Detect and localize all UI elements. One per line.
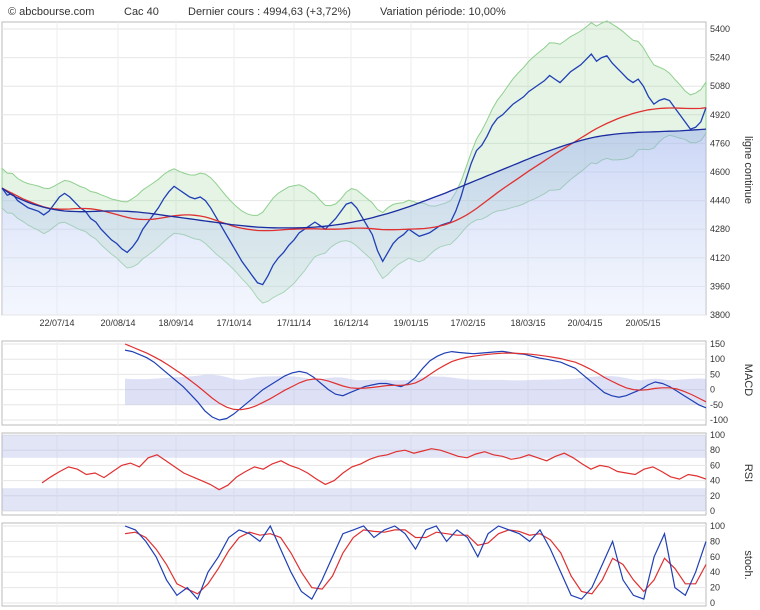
index-name: Cac 40: [124, 6, 159, 18]
y-tick-label: 100: [710, 521, 725, 531]
x-tick-label: 20/05/15: [625, 318, 660, 328]
y-tick-label: 60: [710, 552, 720, 562]
y-tick-label: 0: [710, 385, 715, 395]
series-line-ma_red: [1, 107, 707, 232]
x-tick-label: 22/07/14: [39, 318, 74, 328]
y-tick-label: 50: [710, 369, 720, 379]
y-tick-label: 20: [710, 491, 720, 501]
x-tick-label: 16/12/14: [333, 318, 368, 328]
series-line-close: [1, 52, 707, 286]
y-tick-label: 20: [710, 583, 720, 593]
y-tick-label: 40: [710, 476, 720, 486]
y-tick-label: 4920: [710, 110, 730, 120]
rsi-overbought-zone: [2, 435, 706, 458]
y-tick-label: 3800: [710, 310, 730, 320]
series-line-signal: [124, 343, 707, 411]
y-tick-label: -100: [710, 415, 728, 425]
macd-histogram: [125, 374, 706, 405]
y-tick-label: 150: [710, 339, 725, 349]
source-label: © abcbourse.com: [8, 6, 95, 18]
y-tick-label: 0: [710, 506, 715, 516]
panel-frame-macd: [1, 340, 707, 426]
panel-label-macd: MACD: [742, 364, 754, 396]
series-line-k: [124, 524, 707, 601]
x-tick-label: 17/02/15: [450, 318, 485, 328]
x-tick-label: 17/10/14: [216, 318, 251, 328]
series-line-ma_blue: [1, 128, 707, 229]
y-tick-label: 4760: [710, 138, 730, 148]
y-tick-label: 5400: [710, 24, 730, 34]
y-tick-label: 40: [710, 567, 720, 577]
y-tick-label: 4120: [710, 253, 730, 263]
chart-header: © abcbourse.com Cac 40 Dernier cours : 4…: [0, 0, 760, 22]
x-tick-label: 18/03/15: [510, 318, 545, 328]
y-tick-label: 0: [710, 598, 715, 608]
y-tick-label: 100: [710, 430, 725, 440]
x-tick-label: 17/11/14: [277, 318, 311, 328]
period-variation: Variation période: 10,00%: [380, 6, 506, 18]
y-tick-label: 80: [710, 536, 720, 546]
y-tick-label: 4600: [710, 167, 730, 177]
x-tick-label: 19/01/15: [393, 318, 428, 328]
y-tick-label: 100: [710, 354, 725, 364]
series-line-rsi: [41, 448, 707, 491]
panel-label-price: ligne continue: [742, 136, 754, 204]
x-tick-label: 20/08/14: [100, 318, 135, 328]
y-tick-label: -50: [710, 400, 723, 410]
x-tick-label: 18/09/14: [158, 318, 193, 328]
last-price: Dernier cours : 4994,63 (+3,72%): [188, 6, 351, 18]
panel-frame-rsi: [1, 432, 707, 516]
y-tick-label: 4440: [710, 196, 730, 206]
series-line-macd: [124, 349, 707, 421]
y-tick-label: 5240: [710, 53, 730, 63]
y-tick-label: 4280: [710, 224, 730, 234]
panel-label-rsi: RSI: [742, 464, 754, 482]
panel-label-stoch: stoch.: [742, 550, 754, 579]
y-tick-label: 60: [710, 460, 720, 470]
series-line-d: [124, 529, 707, 595]
panel-frame-stoch: [1, 522, 707, 607]
y-tick-label: 5080: [710, 81, 730, 91]
x-tick-label: 20/04/15: [567, 318, 602, 328]
rsi-oversold-zone: [2, 488, 706, 511]
y-tick-label: 80: [710, 445, 720, 455]
y-tick-label: 3960: [710, 281, 730, 291]
